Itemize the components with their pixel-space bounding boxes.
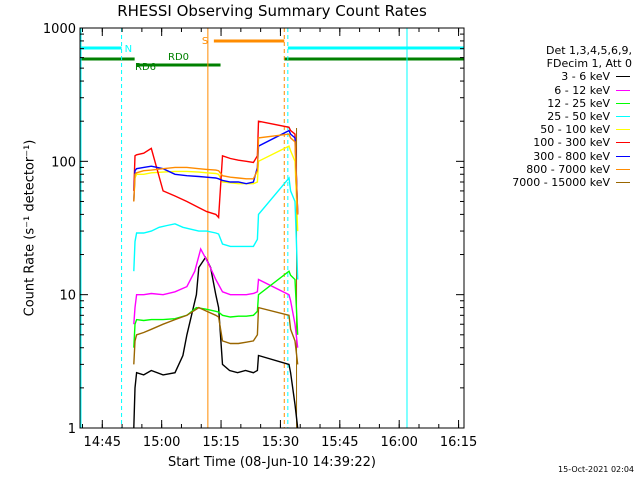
legend-entry-label: 7000 - 15000 keV — [512, 175, 610, 189]
series-line-0 — [133, 256, 299, 429]
x-tick-label: 15:45 — [321, 435, 358, 450]
legend-swatch — [616, 155, 630, 157]
legend-entry-label: 6 - 12 keV — [554, 83, 610, 97]
legend-swatch — [616, 89, 630, 91]
chart-title: RHESSI Observing Summary Count Rates — [117, 2, 427, 20]
legend-entry-label: 12 - 25 keV — [547, 96, 610, 110]
legend-swatch — [616, 142, 630, 144]
y-tick-label: 1 — [68, 422, 76, 437]
x-tick-label: 15:00 — [143, 435, 180, 450]
legend-entry: 7000 - 15000 keV — [482, 176, 632, 189]
legend-swatch — [616, 181, 630, 183]
legend: Det 1,3,4,5,6,9, FDecim 1, Att 0 3 - 6 k… — [482, 44, 632, 189]
series-line-2 — [133, 270, 299, 348]
legend-entry: 12 - 25 keV — [482, 97, 632, 110]
series-line-3 — [133, 176, 299, 280]
y-tick-label: 100 — [51, 155, 76, 170]
plot-frame — [79, 27, 465, 429]
legend-header-detectors: Det 1,3,4,5,6,9, — [545, 44, 632, 57]
night-label: N — [125, 44, 132, 55]
series-line-7 — [133, 133, 299, 215]
legend-entry-label: 3 - 6 keV — [561, 70, 610, 84]
x-tick-label: 15:15 — [202, 435, 239, 450]
legend-entry: 6 - 12 keV — [482, 84, 632, 97]
legend-entry-label: 25 - 50 keV — [547, 109, 610, 123]
legend-entry-label: 100 - 300 keV — [533, 136, 610, 150]
legend-header-decimation: FDecim 1, Att 0 — [546, 57, 632, 71]
decimation-label-rd6: RD6 — [135, 62, 156, 73]
saa-label: S — [202, 36, 208, 47]
y-tick-label: 10 — [59, 289, 76, 304]
legend-entry-label: 300 - 800 keV — [533, 149, 610, 163]
x-tick-label: 14:45 — [84, 435, 121, 450]
legend-swatch — [616, 102, 630, 104]
legend-entry: 3 - 6 keV — [482, 70, 632, 83]
series-line-5 — [133, 120, 299, 220]
legend-entry: 800 - 7000 keV — [482, 163, 632, 176]
series-line-4 — [133, 145, 299, 232]
x-axis-label: Start Time (08-Jun-10 14:39:22) — [168, 455, 376, 470]
legend-entry-label: 50 - 100 keV — [540, 123, 610, 137]
x-tick-label: 16:00 — [380, 435, 417, 450]
x-tick-label: 16:15 — [440, 435, 477, 450]
x-tick-label: 15:30 — [262, 435, 299, 450]
legend-entry-label: 800 - 7000 keV — [526, 162, 610, 176]
legend-entry: 25 - 50 keV — [482, 110, 632, 123]
series-line-1 — [133, 247, 299, 348]
legend-swatch — [616, 115, 630, 117]
legend-entry: 50 - 100 keV — [482, 123, 632, 136]
series-line-8 — [133, 306, 299, 365]
legend-swatch — [616, 168, 630, 170]
legend-swatch — [616, 76, 630, 78]
legend-entry: 100 - 300 keV — [482, 136, 632, 149]
legend-entry: 300 - 800 keV — [482, 150, 632, 163]
decimation-label-rd0: RD0 — [168, 52, 189, 63]
series-line-6 — [133, 129, 299, 215]
generation-timestamp: 15-Oct-2021 02:04 — [558, 465, 634, 474]
y-tick-label: 1000 — [43, 22, 76, 37]
legend-swatch — [616, 129, 630, 131]
